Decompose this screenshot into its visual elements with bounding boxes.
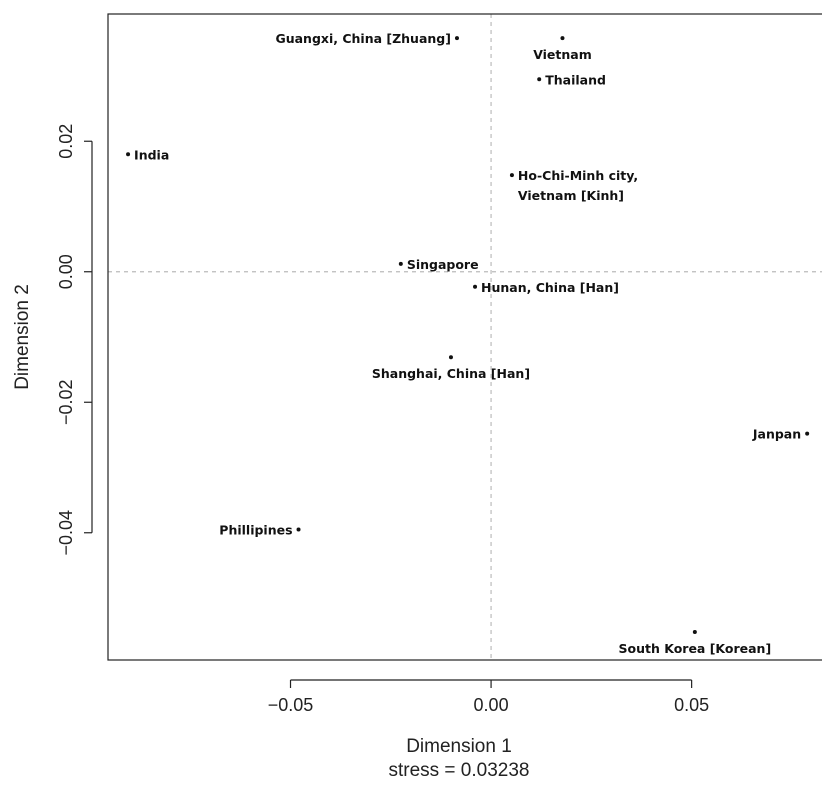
point-marker xyxy=(454,36,459,41)
data-point: Hunan, China [Han] xyxy=(473,280,619,295)
data-point: India xyxy=(126,147,169,162)
point-label: Thailand xyxy=(545,72,606,87)
point-label: Janpan xyxy=(752,427,801,442)
point-label: Shanghai, China [Han] xyxy=(372,366,530,381)
point-label: Phillipines xyxy=(219,522,292,537)
point-label: Vietnam xyxy=(533,47,592,62)
data-point: Guangxi, China [Zhuang] xyxy=(275,31,459,46)
x-tick-label: −0.05 xyxy=(268,695,314,715)
point-marker xyxy=(448,355,453,360)
point-marker xyxy=(473,284,478,289)
point-label: Ho-Chi-Minh city, xyxy=(518,168,638,183)
y-axis: −0.04 −0.02 0.00 0.02 xyxy=(56,124,93,556)
data-point: Shanghai, China [Han] xyxy=(372,355,530,381)
point-marker xyxy=(398,261,403,266)
reference-lines xyxy=(108,14,822,660)
data-point: Ho-Chi-Minh city, Vietnam [Kinh] xyxy=(509,168,638,203)
x-axis-title: Dimension 1 xyxy=(406,736,512,757)
data-point: Vietnam xyxy=(533,36,592,62)
data-point: South Korea [Korean] xyxy=(619,629,772,656)
data-point: Phillipines xyxy=(219,522,301,537)
x-axis: −0.05 0.00 0.05 xyxy=(268,679,709,715)
point-label: South Korea [Korean] xyxy=(619,641,772,656)
data-points: Guangxi, China [Zhuang] Vietnam Thailand In… xyxy=(126,31,810,656)
y-tick-label: 0.00 xyxy=(56,254,76,289)
point-marker xyxy=(560,36,565,41)
plot-frame xyxy=(107,13,822,661)
point-marker xyxy=(509,173,514,178)
data-point: Singapore xyxy=(398,257,479,272)
point-marker xyxy=(537,77,542,82)
point-label-line2: Vietnam [Kinh] xyxy=(518,188,624,203)
x-tick-label: 0.05 xyxy=(674,695,709,715)
stress-annotation: stress = 0.03238 xyxy=(388,760,529,781)
point-marker xyxy=(805,431,810,436)
point-marker xyxy=(692,629,697,634)
y-tick-label: 0.02 xyxy=(56,124,76,159)
y-tick-label: −0.04 xyxy=(56,510,76,556)
data-point: Thailand xyxy=(537,72,606,87)
data-point: Janpan xyxy=(752,427,810,442)
x-tick-label: 0.00 xyxy=(474,695,509,715)
point-label: Guangxi, China [Zhuang] xyxy=(275,31,451,46)
point-label: India xyxy=(134,147,169,162)
point-label: Hunan, China [Han] xyxy=(481,280,619,295)
y-tick-label: −0.02 xyxy=(56,379,76,425)
point-label: Singapore xyxy=(407,257,479,272)
point-marker xyxy=(126,152,131,157)
y-axis-title: Dimension 2 xyxy=(12,284,33,390)
point-marker xyxy=(296,527,301,532)
